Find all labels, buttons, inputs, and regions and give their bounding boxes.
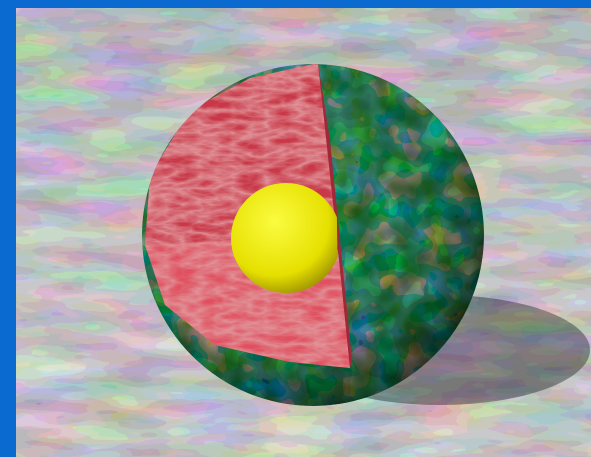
scene <box>16 8 591 457</box>
core <box>231 183 338 293</box>
earth <box>142 64 484 406</box>
